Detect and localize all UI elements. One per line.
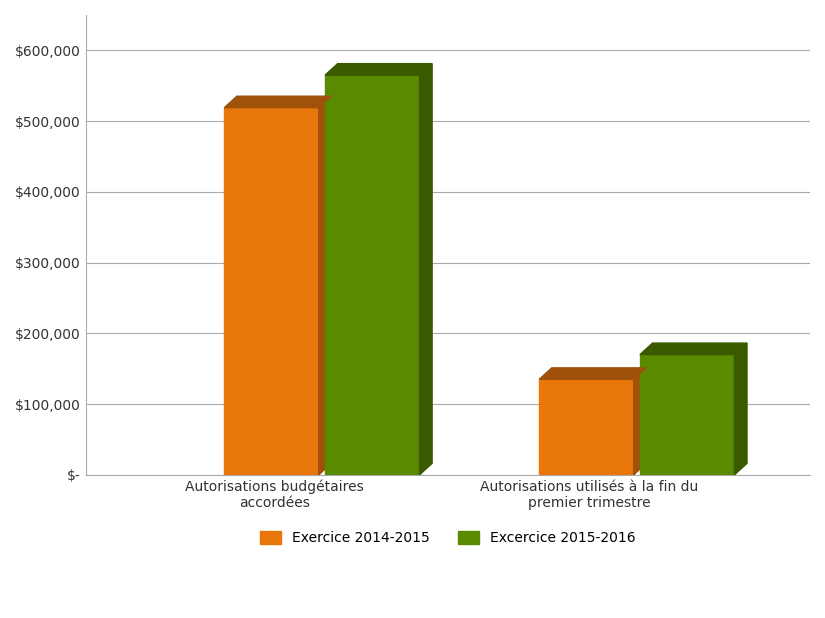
Polygon shape: [734, 343, 747, 475]
Polygon shape: [420, 64, 432, 475]
Bar: [640, 355, 734, 475]
Legend: Exercice 2014-2015, Excercice 2015-2016: Exercice 2014-2015, Excercice 2015-2016: [255, 525, 641, 551]
Polygon shape: [634, 368, 646, 475]
Polygon shape: [540, 368, 646, 379]
Bar: [540, 379, 634, 475]
Polygon shape: [325, 64, 432, 75]
Bar: [224, 108, 318, 475]
Polygon shape: [224, 96, 332, 108]
Bar: [325, 75, 420, 475]
Polygon shape: [640, 343, 747, 355]
Polygon shape: [318, 96, 332, 475]
